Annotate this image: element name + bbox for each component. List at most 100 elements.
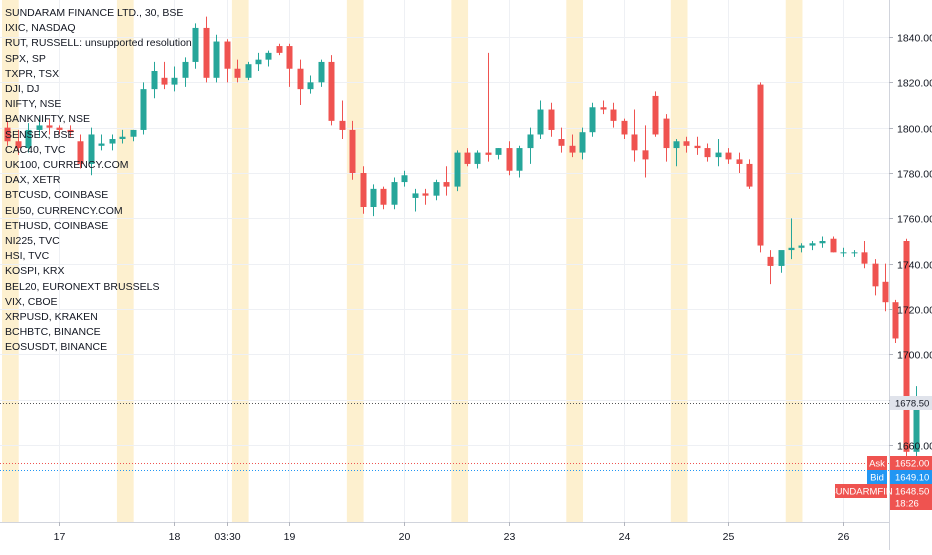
- y-tick-label: 1760.00: [897, 214, 932, 226]
- candle-body: [214, 42, 220, 78]
- candle: [611, 103, 617, 128]
- x-tick-label: 18: [169, 531, 181, 543]
- legend-item[interactable]: NIFTY, NSE: [5, 97, 192, 112]
- candle: [643, 125, 649, 177]
- legend-item[interactable]: BANKNIFTY, NSE: [5, 112, 192, 127]
- candle-body: [799, 246, 805, 248]
- candle: [329, 55, 335, 125]
- candle: [852, 250, 858, 257]
- candle-body: [664, 119, 670, 148]
- candle: [517, 146, 523, 178]
- candle-body: [402, 175, 408, 182]
- candle-body: [486, 153, 492, 155]
- legend-item[interactable]: NI225, TVC: [5, 234, 192, 249]
- candle-body: [413, 193, 419, 198]
- candle-body: [580, 132, 586, 152]
- candle-body: [246, 64, 252, 78]
- candle-body: [674, 141, 680, 148]
- candle: [193, 23, 199, 68]
- candle-body: [266, 53, 272, 60]
- candle-body: [841, 252, 847, 253]
- candle-body: [381, 189, 387, 205]
- legend-item[interactable]: ETHUSD, COINBASE: [5, 219, 192, 234]
- candle: [873, 259, 879, 295]
- candle-body: [235, 69, 241, 78]
- y-tick-label: 1780.00: [897, 169, 932, 181]
- candle: [549, 103, 555, 137]
- candle-body: [852, 252, 858, 253]
- legend-item[interactable]: CAC40, TVC: [5, 143, 192, 158]
- candle-body: [758, 85, 764, 246]
- y-tick-label: 1700.00: [897, 350, 932, 362]
- candle: [413, 189, 419, 212]
- legend-item[interactable]: HSI, TVC: [5, 249, 192, 264]
- candle: [434, 180, 440, 200]
- chart-title[interactable]: SUNDARAM FINANCE LTD., 30, BSE: [5, 6, 192, 21]
- candle: [601, 100, 607, 114]
- legend-item[interactable]: VIX, CBOE: [5, 295, 192, 310]
- candle: [883, 264, 889, 312]
- legend-item[interactable]: KOSPI, KRX: [5, 264, 192, 279]
- candle: [392, 178, 398, 210]
- legend-item[interactable]: EOSUSDT, BINANCE: [5, 340, 192, 355]
- price-tag-value: 1678.50: [895, 399, 929, 410]
- legend-item[interactable]: IXIC, NASDAQ: [5, 21, 192, 36]
- candle: [475, 150, 481, 168]
- legend-item[interactable]: DAX, XETR: [5, 173, 192, 188]
- legend-item[interactable]: EU50, CURRENCY.COM: [5, 204, 192, 219]
- legend-item[interactable]: DJI, DJ: [5, 82, 192, 97]
- session-highlight: [347, 0, 364, 522]
- legend-item[interactable]: TXPR, TSX: [5, 67, 192, 82]
- candle-body: [287, 46, 293, 69]
- candle: [737, 153, 743, 173]
- candle-body: [225, 42, 231, 69]
- candle: [256, 53, 262, 71]
- candle: [381, 187, 387, 210]
- legend-item[interactable]: SPX, SP: [5, 52, 192, 67]
- candle: [538, 100, 544, 139]
- candle: [779, 250, 785, 273]
- legend-item[interactable]: BEL20, EURONEXT BRUSSELS: [5, 280, 192, 295]
- session-highlight: [786, 0, 803, 522]
- candle-body: [549, 110, 555, 130]
- y-tick-label: 1720.00: [897, 305, 932, 317]
- legend-item[interactable]: SENSEX, BSE: [5, 128, 192, 143]
- candle: [277, 44, 283, 55]
- candle-body: [423, 193, 429, 195]
- candle-body: [371, 189, 377, 207]
- legend-item[interactable]: UK100, CURRENCY.COM: [5, 158, 192, 173]
- candle-body: [820, 241, 826, 243]
- candle-body: [695, 146, 701, 148]
- candle-body: [779, 250, 785, 266]
- candle-body: [507, 148, 513, 171]
- price-axis[interactable]: 1840.001820.001800.001780.001760.001740.…: [889, 33, 932, 453]
- candle-body: [308, 82, 314, 89]
- candle-body: [193, 28, 199, 62]
- candle-body: [465, 153, 471, 164]
- legend-item[interactable]: RUT, RUSSELL: unsupported resolution: [5, 36, 192, 51]
- candle-body: [455, 153, 461, 187]
- legend-item[interactable]: XRPUSD, KRAKEN: [5, 310, 192, 325]
- price-tag-value: 1648.50: [895, 487, 929, 498]
- candle-body: [475, 153, 481, 164]
- price-tag-prefix: SUNDARMFIN: [829, 487, 892, 498]
- candle-body: [538, 110, 544, 135]
- session-highlight: [566, 0, 583, 522]
- candle: [810, 241, 816, 250]
- candle: [287, 44, 293, 87]
- candle-body: [862, 252, 868, 263]
- candle: [423, 189, 429, 205]
- legend-item[interactable]: BTCUSD, COINBASE: [5, 188, 192, 203]
- price-tag-time: 18:26: [895, 499, 919, 510]
- candle-body: [684, 141, 690, 146]
- y-tick-label: 1660.00: [897, 441, 932, 453]
- legend-item[interactable]: BCHBTC, BINANCE: [5, 325, 192, 340]
- candle: [308, 76, 314, 94]
- candle: [444, 166, 450, 195]
- candle: [559, 128, 565, 153]
- candle: [758, 82, 764, 252]
